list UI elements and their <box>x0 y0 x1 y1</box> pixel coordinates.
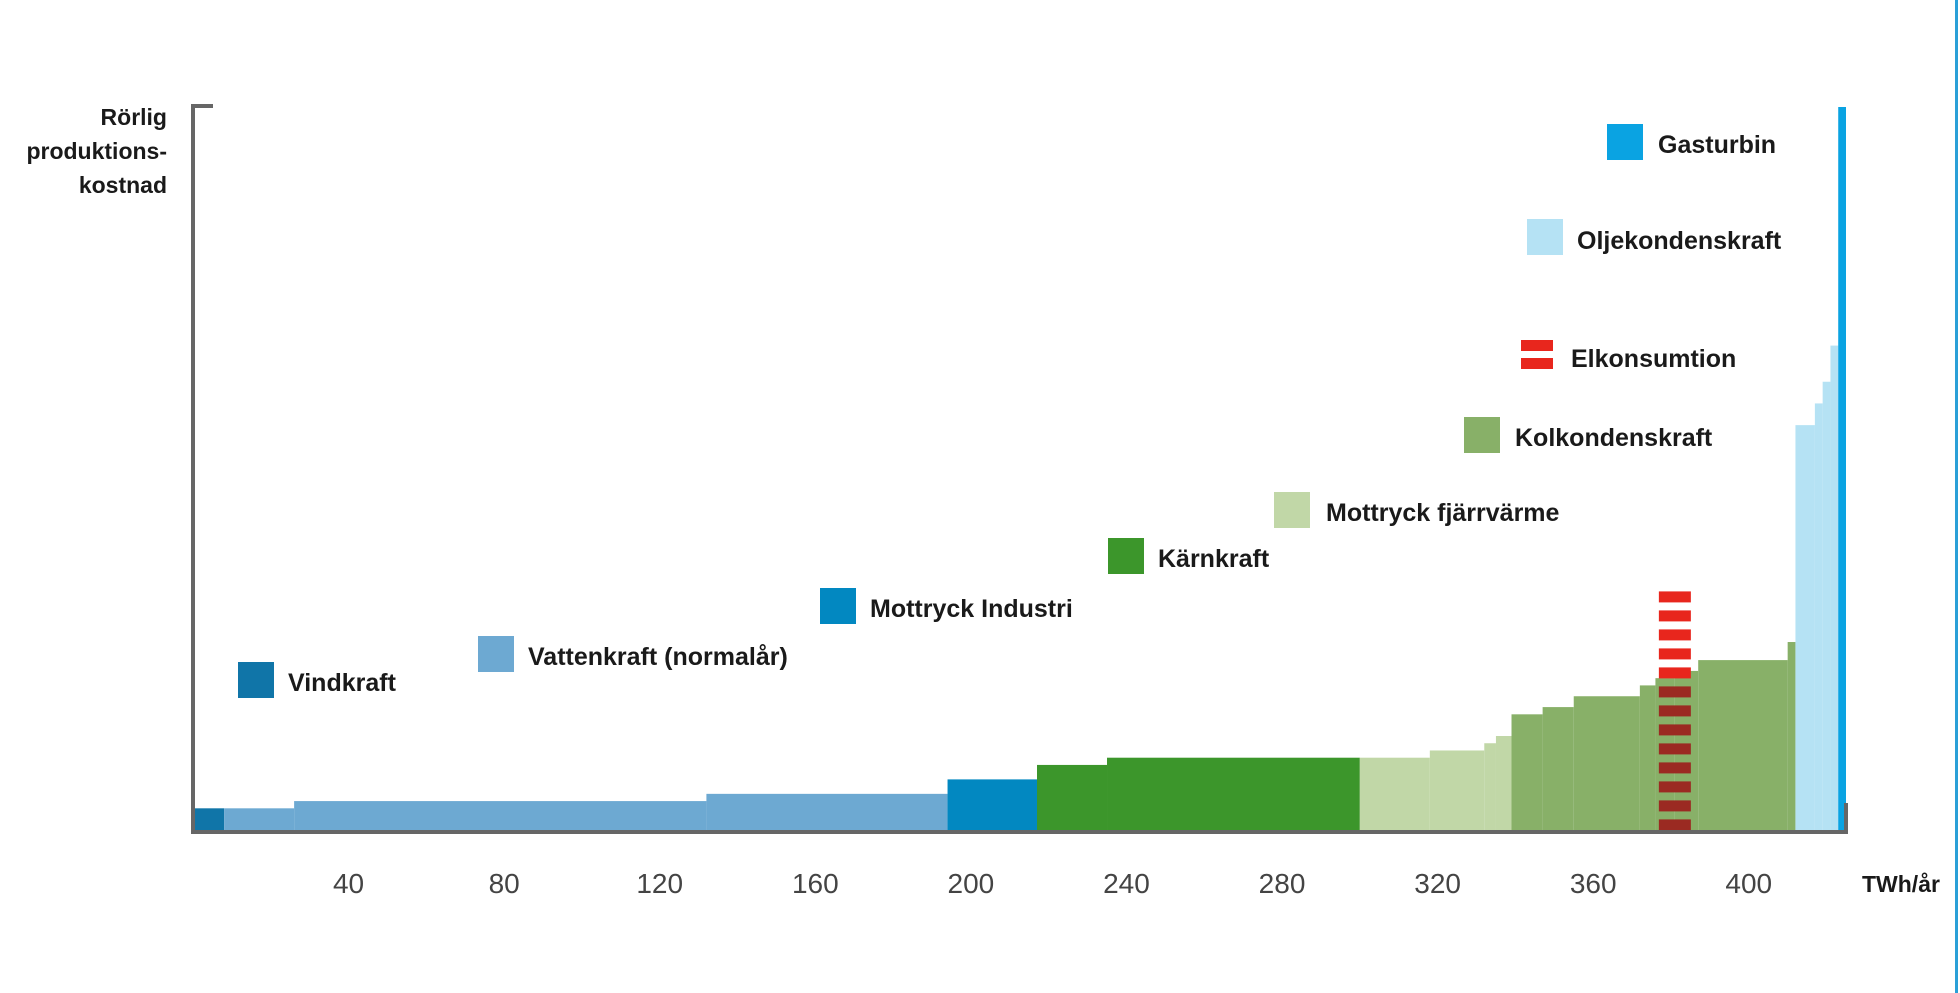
bar-karn-1 <box>1037 764 1108 830</box>
x-tick-40: 40 <box>333 868 364 899</box>
legend-label-vatten: Vattenkraft (normalår) <box>528 643 788 671</box>
axes <box>191 104 1848 834</box>
bar-fjarr-3 <box>1484 743 1496 830</box>
legend-swatch-industri <box>820 588 856 624</box>
elkonsumtion-dash <box>1658 591 1691 603</box>
elkonsumtion-dash <box>1658 781 1691 793</box>
bar-kol-2 <box>1542 707 1574 830</box>
bar-vind-1 <box>193 808 225 830</box>
x-axis-unit-label: TWh/år <box>1862 871 1940 897</box>
bar-vatten-1 <box>224 808 295 830</box>
x-tick-200: 200 <box>948 868 995 899</box>
elkonsumtion-dash <box>1658 610 1691 622</box>
bar-karn-2 <box>1107 757 1360 830</box>
bar-kol-8 <box>1787 642 1796 830</box>
legend-swatch-vatten <box>478 636 514 672</box>
x-tick-280: 280 <box>1259 868 1306 899</box>
legend-label-olje: Oljekondenskraft <box>1577 227 1782 255</box>
bar-kol-4 <box>1639 685 1656 830</box>
elkonsumtion-dash <box>1658 705 1691 717</box>
legend-swatch-fjarr <box>1274 492 1310 528</box>
bar-kol-1 <box>1511 714 1543 830</box>
elkonsumtion-dash <box>1658 743 1691 755</box>
elkonsumtion-dash <box>1658 800 1691 812</box>
legend-swatch-gas <box>1607 124 1643 160</box>
legend-label-kol: Kolkondenskraft <box>1515 424 1713 452</box>
x-tick-400: 400 <box>1725 868 1772 899</box>
bar-fjarr-1 <box>1359 757 1430 830</box>
legend-label-elkon: Elkonsumtion <box>1571 345 1736 373</box>
x-tick-360: 360 <box>1570 868 1617 899</box>
elkonsumtion-dash <box>1658 819 1691 831</box>
legend-label-vind: Vindkraft <box>288 669 397 697</box>
elkonsumtion-dash <box>1658 667 1691 679</box>
x-tick-120: 120 <box>636 868 683 899</box>
legend: Vindkraft Vattenkraft (normalår) Mottryck … <box>238 124 1782 698</box>
legend-swatch-elkon-2 <box>1521 358 1553 369</box>
legend-label-fjarr: Mottryck fjärrvärme <box>1326 499 1560 527</box>
bar-industri-1 <box>947 779 1038 830</box>
legend-swatch-vind <box>238 662 274 698</box>
y-axis-label-line-2: produktions- <box>26 138 167 164</box>
bar-olje-4 <box>1830 345 1839 830</box>
elkonsumtion-dash <box>1658 629 1691 641</box>
legend-swatch-karn <box>1108 538 1144 574</box>
bar-vatten-3 <box>706 793 948 830</box>
elkonsumtion-dash <box>1658 762 1691 774</box>
x-tick-160: 160 <box>792 868 839 899</box>
legend-swatch-kol <box>1464 417 1500 453</box>
elkonsumtion-bar <box>1658 591 1691 831</box>
x-tick-labels: 40 80 120 160 200 240 280 320 360 400 <box>333 868 1772 899</box>
x-tick-80: 80 <box>489 868 520 899</box>
elkonsumtion-dash <box>1658 648 1691 660</box>
bars-layer <box>193 107 1846 830</box>
y-axis-label: Rörlig produktions- kostnad <box>26 100 167 202</box>
frame-edge <box>1955 0 1958 993</box>
bar-vatten-2 <box>294 801 707 830</box>
bar-fjarr-4 <box>1495 736 1512 830</box>
legend-label-industri: Mottryck Industri <box>870 595 1073 623</box>
bar-olje-2 <box>1814 403 1823 830</box>
y-axis-label-line-3: kostnad <box>78 172 167 198</box>
legend-swatch-olje <box>1527 219 1563 255</box>
bar-kol-3 <box>1573 696 1640 830</box>
elkonsumtion-dash <box>1658 686 1691 698</box>
bar-fjarr-2 <box>1429 750 1485 830</box>
bar-olje-3 <box>1822 381 1831 830</box>
bar-gas-1 <box>1838 107 1846 830</box>
y-axis-label-line-1: Rörlig <box>100 104 167 130</box>
elkonsumtion-dash <box>1658 724 1691 736</box>
bar-kol-7 <box>1698 660 1788 830</box>
legend-label-gas: Gasturbin <box>1658 131 1776 159</box>
legend-label-karn: Kärnkraft <box>1158 545 1270 573</box>
legend-swatch-elkon <box>1521 340 1553 351</box>
x-tick-240: 240 <box>1103 868 1150 899</box>
elkonsumtion-marker <box>1658 591 1691 831</box>
x-tick-320: 320 <box>1414 868 1461 899</box>
bar-olje-1 <box>1795 425 1815 830</box>
